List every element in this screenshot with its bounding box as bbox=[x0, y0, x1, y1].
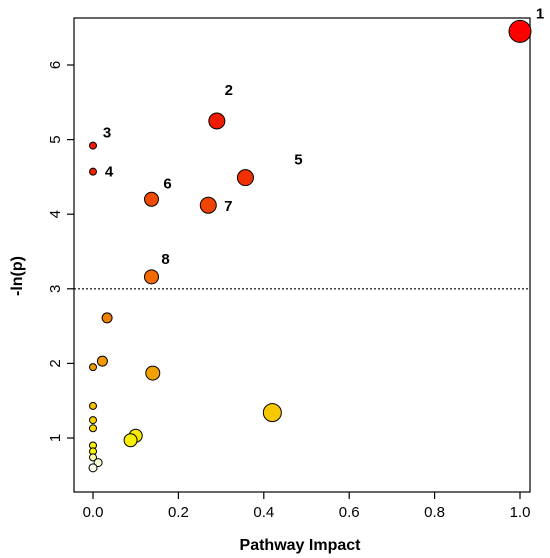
data-point bbox=[101, 312, 113, 324]
data-point bbox=[89, 424, 97, 433]
data-point bbox=[508, 19, 532, 43]
y-tick-label: 1 bbox=[47, 434, 64, 442]
x-axis-title: Pathway Impact bbox=[240, 537, 362, 554]
y-tick-label: 3 bbox=[47, 285, 64, 293]
data-point bbox=[89, 363, 97, 372]
y-tick-label: 6 bbox=[47, 61, 64, 69]
point-label: 6 bbox=[163, 175, 171, 192]
data-point bbox=[143, 269, 159, 285]
x-tick-label: 0.6 bbox=[339, 504, 360, 521]
data-point bbox=[96, 355, 108, 367]
plot-frame bbox=[73, 17, 531, 493]
data-point bbox=[199, 196, 217, 214]
x-tick-label: 0.0 bbox=[83, 504, 104, 521]
data-point bbox=[89, 401, 97, 410]
data-point bbox=[236, 169, 254, 187]
data-points bbox=[88, 19, 532, 473]
data-point bbox=[89, 167, 97, 176]
y-axis-ticks: 1 2 3 4 5 6 bbox=[47, 61, 74, 442]
data-point bbox=[89, 416, 97, 425]
point-label: 8 bbox=[161, 251, 169, 268]
point-label: 2 bbox=[225, 82, 233, 99]
point-label: 4 bbox=[105, 164, 114, 181]
data-point bbox=[262, 403, 282, 423]
data-point bbox=[143, 191, 159, 207]
data-point bbox=[123, 433, 138, 448]
data-point bbox=[208, 112, 226, 130]
x-axis-ticks: 0.0 0.2 0.4 0.6 0.8 1.0 bbox=[83, 492, 531, 521]
x-tick-label: 0.8 bbox=[424, 504, 445, 521]
x-tick-label: 0.4 bbox=[253, 504, 274, 521]
data-point bbox=[89, 453, 97, 462]
point-labels: 1 2 3 4 5 6 7 8 bbox=[103, 5, 544, 267]
data-point bbox=[88, 463, 98, 473]
plot-border bbox=[73, 17, 531, 493]
y-tick-label: 5 bbox=[47, 135, 64, 143]
data-point bbox=[145, 365, 161, 381]
y-tick-label: 2 bbox=[47, 359, 64, 367]
point-label: 1 bbox=[536, 5, 544, 22]
y-axis-title: -ln(p) bbox=[9, 256, 26, 296]
y-tick-label: 4 bbox=[47, 210, 64, 218]
data-point bbox=[89, 141, 97, 150]
point-label: 5 bbox=[294, 152, 302, 169]
point-label: 7 bbox=[224, 198, 232, 215]
point-label: 3 bbox=[103, 125, 111, 142]
x-tick-label: 0.2 bbox=[168, 504, 189, 521]
x-tick-label: 1.0 bbox=[510, 504, 531, 521]
